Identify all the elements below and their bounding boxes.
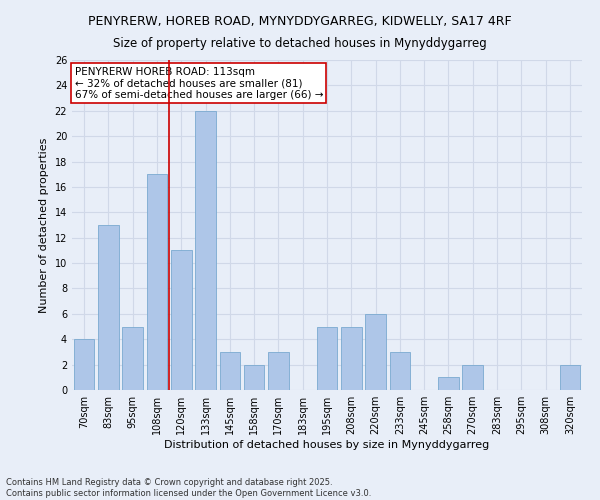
Bar xyxy=(438,378,459,390)
Text: PENYRERW, HOREB ROAD, MYNYDDYGARREG, KIDWELLY, SA17 4RF: PENYRERW, HOREB ROAD, MYNYDDYGARREG, KID… xyxy=(88,15,512,28)
Bar xyxy=(341,326,362,390)
Bar xyxy=(268,352,289,390)
Bar xyxy=(560,364,580,390)
Y-axis label: Number of detached properties: Number of detached properties xyxy=(39,138,49,312)
Text: Size of property relative to detached houses in Mynyddygarreg: Size of property relative to detached ho… xyxy=(113,38,487,51)
X-axis label: Distribution of detached houses by size in Mynyddygarreg: Distribution of detached houses by size … xyxy=(164,440,490,450)
Text: Contains HM Land Registry data © Crown copyright and database right 2025.
Contai: Contains HM Land Registry data © Crown c… xyxy=(6,478,371,498)
Bar xyxy=(171,250,191,390)
Bar xyxy=(389,352,410,390)
Bar xyxy=(74,339,94,390)
Bar xyxy=(146,174,167,390)
Bar xyxy=(317,326,337,390)
Bar xyxy=(98,225,119,390)
Bar xyxy=(122,326,143,390)
Bar xyxy=(365,314,386,390)
Text: PENYRERW HOREB ROAD: 113sqm
← 32% of detached houses are smaller (81)
67% of sem: PENYRERW HOREB ROAD: 113sqm ← 32% of det… xyxy=(74,66,323,100)
Bar xyxy=(220,352,240,390)
Bar xyxy=(463,364,483,390)
Bar xyxy=(244,364,265,390)
Bar xyxy=(195,111,216,390)
